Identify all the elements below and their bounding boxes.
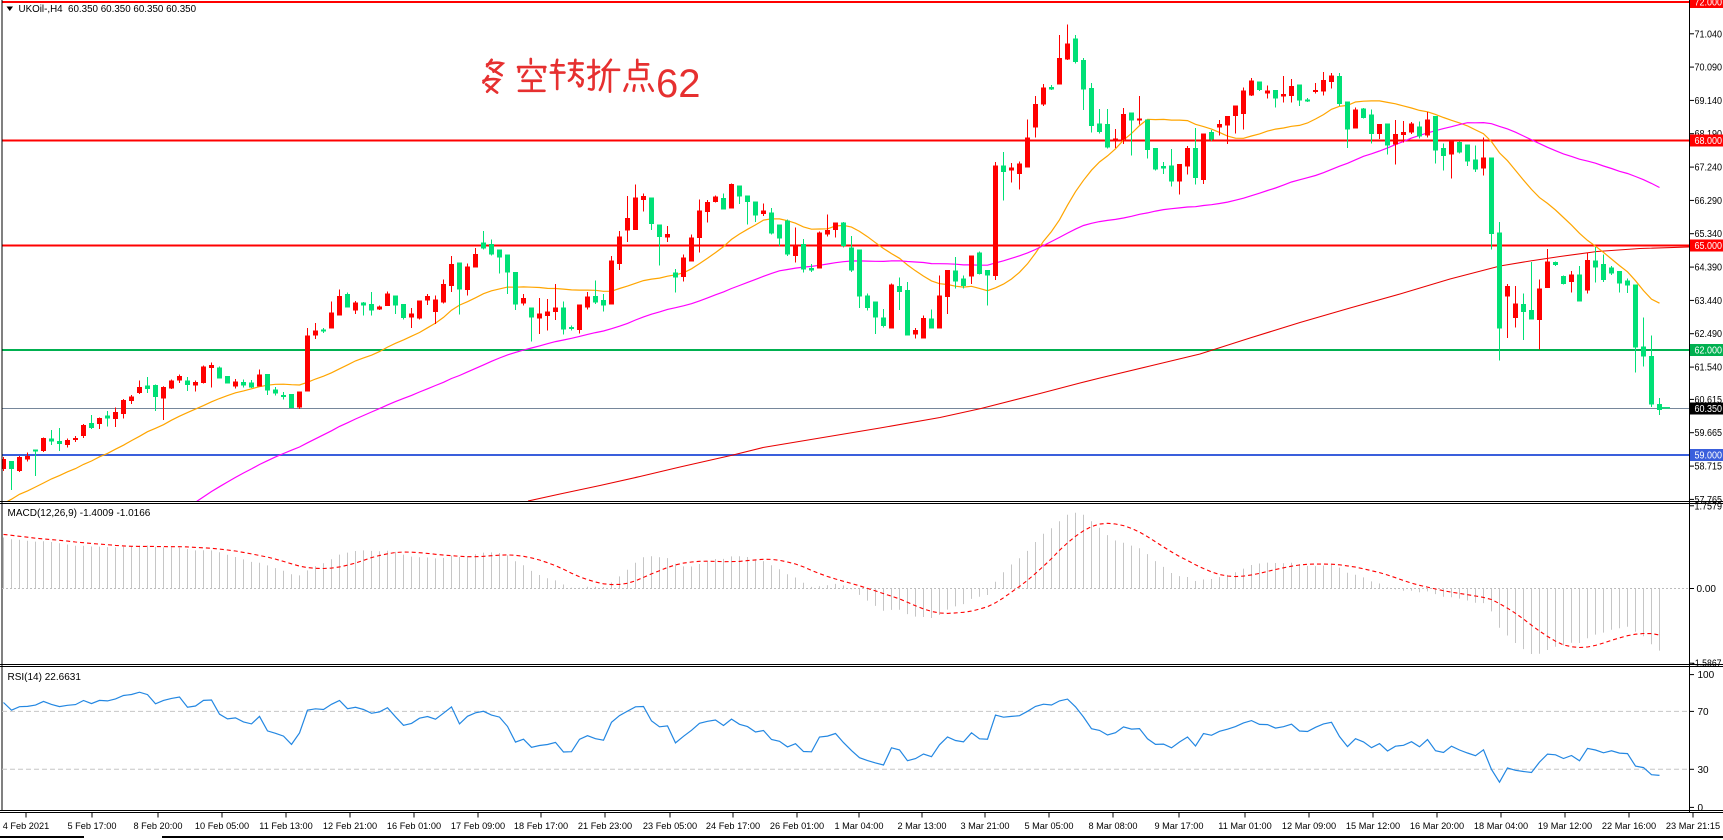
svg-text:62.000: 62.000 xyxy=(1695,346,1723,357)
svg-text:22 Mar 16:00: 22 Mar 16:00 xyxy=(1602,821,1656,831)
svg-text:68.000: 68.000 xyxy=(1695,136,1723,147)
svg-text:63.440: 63.440 xyxy=(1695,296,1723,307)
svg-text:60.615: 60.615 xyxy=(1695,395,1723,406)
svg-text:4 Feb 2021: 4 Feb 2021 xyxy=(3,821,50,831)
svg-text:RSI(14) 22.6631: RSI(14) 22.6631 xyxy=(8,672,82,683)
svg-text:2 Mar 13:00: 2 Mar 13:00 xyxy=(897,821,946,831)
svg-text:11 Feb 13:00: 11 Feb 13:00 xyxy=(259,821,312,831)
svg-text:59.665: 59.665 xyxy=(1695,428,1723,439)
svg-text:18 Mar 04:00: 18 Mar 04:00 xyxy=(1474,821,1528,831)
svg-text:UKOil-,H4 60.350 60.350 60.35: UKOil-,H4 60.350 60.350 60.350 60.350 xyxy=(19,4,197,15)
svg-text:8 Mar 08:00: 8 Mar 08:00 xyxy=(1088,821,1137,831)
svg-text:69.140: 69.140 xyxy=(1695,96,1723,107)
svg-text:19 Mar 12:00: 19 Mar 12:00 xyxy=(1538,821,1592,831)
svg-text:60.350: 60.350 xyxy=(1695,404,1723,415)
svg-text:MACD(12,26,9) -1.4009 -1.0166: MACD(12,26,9) -1.4009 -1.0166 xyxy=(8,508,151,519)
svg-text:70.090: 70.090 xyxy=(1695,63,1723,74)
svg-text:62: 62 xyxy=(656,62,701,106)
svg-text:23 Feb 05:00: 23 Feb 05:00 xyxy=(643,821,697,831)
svg-text:18 Feb 17:00: 18 Feb 17:00 xyxy=(514,821,568,831)
svg-text:100: 100 xyxy=(1698,670,1715,681)
svg-text:10 Feb 05:00: 10 Feb 05:00 xyxy=(195,821,249,831)
svg-text:1.7579: 1.7579 xyxy=(1695,501,1723,512)
svg-text:8 Feb 20:00: 8 Feb 20:00 xyxy=(133,821,182,831)
svg-text:5 Feb 17:00: 5 Feb 17:00 xyxy=(67,821,116,831)
svg-text:12 Mar 09:00: 12 Mar 09:00 xyxy=(1282,821,1336,831)
svg-text:62.490: 62.490 xyxy=(1695,329,1723,340)
svg-text:11 Mar 01:00: 11 Mar 01:00 xyxy=(1218,821,1271,831)
svg-text:-1.5867: -1.5867 xyxy=(1692,659,1722,670)
svg-text:72.000: 72.000 xyxy=(1695,0,1723,9)
svg-text:57.765: 57.765 xyxy=(1695,495,1723,506)
svg-text:64.390: 64.390 xyxy=(1695,263,1723,274)
svg-text:66.290: 66.290 xyxy=(1695,196,1723,207)
svg-text:30: 30 xyxy=(1698,765,1710,776)
svg-text:61.540: 61.540 xyxy=(1695,363,1723,374)
svg-text:23 Mar 21:15: 23 Mar 21:15 xyxy=(1666,821,1720,831)
svg-text:3 Mar 21:00: 3 Mar 21:00 xyxy=(960,821,1009,831)
svg-text:21 Feb 23:00: 21 Feb 23:00 xyxy=(578,821,632,831)
svg-text:0: 0 xyxy=(1698,803,1704,814)
svg-text:58.715: 58.715 xyxy=(1695,462,1723,473)
svg-text:24 Feb 17:00: 24 Feb 17:00 xyxy=(706,821,760,831)
svg-text:1 Mar 04:00: 1 Mar 04:00 xyxy=(834,821,883,831)
svg-text:71.040: 71.040 xyxy=(1695,29,1723,40)
svg-text:65.340: 65.340 xyxy=(1695,229,1723,240)
svg-text:59.000: 59.000 xyxy=(1695,451,1723,462)
svg-text:9 Mar 17:00: 9 Mar 17:00 xyxy=(1154,821,1203,831)
svg-text:15 Mar 12:00: 15 Mar 12:00 xyxy=(1346,821,1400,831)
svg-text:0.00: 0.00 xyxy=(1697,584,1717,595)
svg-text:26 Feb 01:00: 26 Feb 01:00 xyxy=(770,821,824,831)
svg-text:16 Mar 20:00: 16 Mar 20:00 xyxy=(1410,821,1464,831)
svg-text:5 Mar 05:00: 5 Mar 05:00 xyxy=(1024,821,1073,831)
svg-text:16 Feb 01:00: 16 Feb 01:00 xyxy=(387,821,441,831)
svg-text:17 Feb 09:00: 17 Feb 09:00 xyxy=(451,821,505,831)
svg-text:67.240: 67.240 xyxy=(1695,163,1723,174)
svg-text:12 Feb 21:00: 12 Feb 21:00 xyxy=(323,821,377,831)
svg-text:65.000: 65.000 xyxy=(1695,241,1723,252)
svg-text:70: 70 xyxy=(1698,707,1710,718)
